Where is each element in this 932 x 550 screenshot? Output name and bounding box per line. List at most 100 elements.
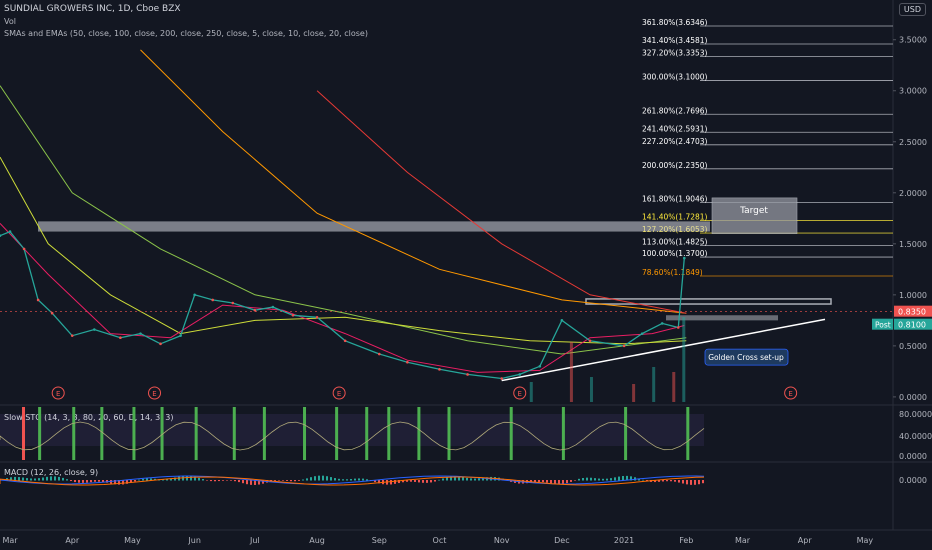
macd-histogram-bar — [30, 478, 32, 481]
price-point — [538, 364, 542, 368]
macd-histogram-bar — [46, 476, 48, 481]
macd-histogram-bar — [414, 480, 416, 482]
macd-histogram-bar — [594, 478, 596, 481]
x-axis-tick-label: Oct — [433, 536, 447, 545]
price-point — [466, 373, 469, 376]
macd-histogram-bar — [482, 477, 484, 481]
macd-histogram-bar — [366, 479, 368, 481]
price-point — [682, 256, 686, 260]
macd-histogram-bar — [670, 480, 672, 482]
macd-histogram-bar — [50, 476, 52, 481]
macd-histogram-bar — [126, 480, 128, 484]
macd-histogram-bar — [198, 477, 200, 481]
volume-bar — [529, 382, 533, 402]
macd-histogram-bar — [238, 480, 240, 483]
macd-histogram-bar — [622, 476, 624, 481]
earnings-marker — [332, 386, 346, 400]
earnings-marker — [51, 386, 65, 400]
x-axis-tick-label: Feb — [679, 536, 693, 545]
macd-histogram-bar — [302, 479, 304, 481]
macd-histogram-bar — [246, 480, 248, 485]
macd-histogram-bar — [334, 478, 336, 481]
macd-histogram-bar — [454, 476, 456, 481]
macd-histogram-bar — [78, 480, 80, 483]
post-label-badge — [872, 318, 893, 330]
price-point — [231, 301, 235, 305]
macd-histogram-bar — [562, 480, 564, 484]
macd-histogram-bar — [422, 480, 424, 483]
sto-signal-bar — [38, 407, 42, 460]
macd-histogram-bar — [234, 480, 236, 482]
macd-histogram-bar — [66, 479, 68, 481]
macd-histogram-bar — [406, 480, 408, 482]
price-point — [438, 368, 441, 371]
golden-cross-label: Golden Cross set-up — [708, 353, 784, 362]
fib-level-label: 261.80%(2.7696) — [642, 106, 708, 115]
x-axis-tick-label: Jun — [187, 536, 201, 545]
price-point — [8, 230, 12, 233]
macd-histogram-bar — [458, 476, 460, 481]
range-box — [666, 315, 778, 321]
macd-histogram-bar — [38, 478, 40, 481]
macd-histogram-bar — [698, 480, 700, 485]
price-point — [406, 360, 409, 364]
macd-histogram-bar — [14, 476, 16, 481]
macd-histogram-bar — [462, 477, 464, 481]
price-point — [588, 339, 592, 343]
price-point — [50, 311, 54, 315]
macd-histogram-bar — [358, 478, 360, 481]
sma-200-line — [316, 90, 687, 314]
earnings-marker — [784, 386, 798, 400]
target-label: Target — [739, 206, 768, 216]
macd-histogram-bar — [18, 477, 20, 481]
currency-badge[interactable]: USD — [898, 3, 926, 16]
macd-histogram-bar — [430, 480, 432, 483]
macd-histogram-bar — [138, 479, 140, 481]
macd-histogram-bar — [678, 480, 680, 483]
fib-level-label: 300.00%(3.1000) — [642, 73, 708, 82]
macd-signal-line — [0, 476, 705, 486]
macd-histogram-bar — [122, 480, 124, 485]
sto-signal-bar — [335, 407, 339, 460]
fib-level-label: 200.00%(2.2350) — [642, 161, 708, 170]
sma-100-line — [0, 85, 687, 355]
macd-histogram-bar — [86, 480, 88, 483]
sto-signal-bar — [365, 407, 369, 460]
macd-histogram-bar — [566, 480, 568, 484]
sto-signal-bar — [160, 407, 164, 460]
support-trendline — [501, 318, 826, 382]
macd-histogram-bar — [82, 480, 84, 483]
macd-histogram-bar — [102, 480, 104, 483]
fib-level-label: 100.00%(1.3700) — [642, 249, 708, 258]
macd-histogram-bar — [626, 475, 628, 481]
fib-level-label: 78.60%(1.1849) — [642, 268, 703, 277]
sto-band — [0, 414, 704, 446]
macd-histogram-bar — [146, 478, 148, 481]
macd-histogram-bar — [450, 476, 452, 481]
macd-histogram-bar — [642, 479, 644, 481]
price-axis-tick-label: 2.0000 — [899, 189, 927, 198]
price-line — [0, 230, 685, 380]
macd-histogram-bar — [342, 479, 344, 481]
macd-histogram-bar — [674, 480, 676, 482]
x-axis-tick-label: Aug — [309, 536, 325, 545]
sto-axis-label: 80.0000 — [899, 410, 932, 419]
volume-bar — [569, 342, 573, 402]
macd-histogram-bar — [70, 480, 72, 482]
macd-histogram-bar — [98, 480, 100, 482]
macd-histogram-bar — [690, 480, 692, 485]
macd-histogram-bar — [286, 480, 288, 481]
x-axis-tick-label: May — [124, 536, 141, 545]
sto-signal-bar — [72, 407, 76, 460]
macd-histogram-bar — [114, 480, 116, 485]
macd-histogram-bar — [546, 480, 548, 483]
sto-signal-bar — [447, 407, 451, 460]
sto-signal-bar — [509, 407, 513, 460]
macd-histogram-bar — [474, 478, 476, 481]
macd-histogram-bar — [606, 478, 608, 481]
macd-histogram-bar — [142, 478, 144, 481]
macd-histogram-bar — [534, 480, 536, 483]
macd-histogram-bar — [194, 476, 196, 481]
macd-histogram-bar — [402, 480, 404, 483]
